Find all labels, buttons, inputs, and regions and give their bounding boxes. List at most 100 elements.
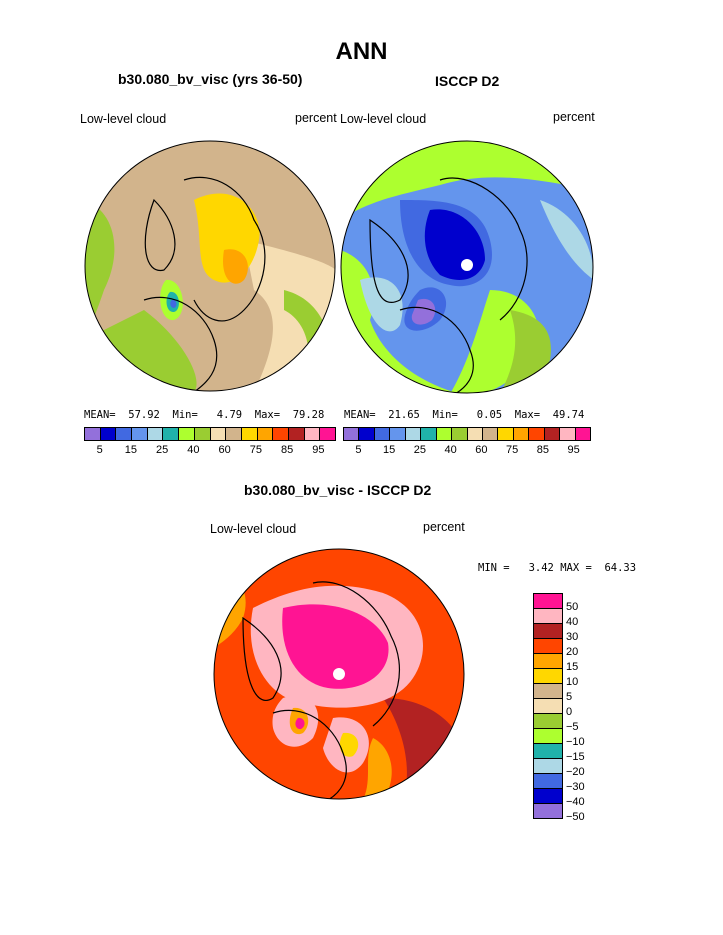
diff-max-label: MAX = [560,562,592,574]
diff-polar-map [213,548,465,800]
right-mean-label: MEAN= [344,409,376,421]
colorbar-swatch [513,428,530,440]
colorbar-swatch [304,428,321,440]
colorbar-tick-label: 5 [355,444,362,456]
colorbar-swatch [163,428,180,440]
right-panel-title: ISCCP D2 [435,73,500,89]
colorbar-swatch [467,428,483,440]
diff-colorbar-label: 10 [566,676,579,688]
left-variable-label: Low-level cloud [80,112,167,126]
right-polar-map [340,140,594,394]
diff-colorbar-swatch [534,699,562,714]
colorbar-swatch [179,428,195,440]
left-max: 79.28 [292,409,325,421]
left-colorbar [84,427,336,441]
colorbar-swatch [85,428,101,440]
colorbar-swatch [436,428,453,440]
left-units-label: percent [295,111,337,125]
right-max: 49.74 [552,409,585,421]
colorbar-tick-label: 95 [312,444,325,456]
colorbar-swatch [257,428,274,440]
right-min: 0.05 [476,409,503,421]
colorbar-swatch [147,428,164,440]
colorbar-swatch [560,428,576,440]
colorbar-tick-label: 40 [444,444,457,456]
colorbar-swatch [344,428,360,440]
left-max-label: Max= [254,409,281,421]
diff-min-label: MIN = [478,562,510,574]
right-max-label: Max= [514,409,541,421]
diff-colorbar-swatch [534,714,562,729]
diff-colorbar-swatch [534,744,562,759]
left-stats: MEAN= 57.92 Min= 4.79 Max= 79.28 [84,409,324,421]
colorbar-swatch [544,428,561,440]
diff-colorbar-label: −40 [566,796,585,808]
diff-colorbar-swatch [534,804,562,818]
colorbar-tick-label: 85 [536,444,549,456]
colorbar-swatch [421,428,437,440]
colorbar-swatch [241,428,258,440]
diff-colorbar-label: −15 [566,751,585,763]
diff-colorbar-label: −20 [566,766,585,778]
diff-colorbar-label: 50 [566,601,579,613]
colorbar-swatch [273,428,289,440]
diff-colorbar-label: −50 [566,811,585,823]
colorbar-swatch [359,428,375,440]
diff-colorbar-label: 5 [566,691,573,703]
colorbar-swatch [320,428,335,440]
colorbar-swatch [390,428,406,440]
diff-colorbar-label: 40 [566,616,579,628]
right-colorbar [343,427,591,441]
colorbar-swatch [405,428,422,440]
page-title: ANN [335,38,388,65]
diff-colorbar-swatch [534,654,562,669]
diff-colorbar-label: 20 [566,646,579,658]
diff-max: 64.33 [604,562,637,574]
colorbar-swatch [482,428,499,440]
diff-colorbar [533,593,563,819]
diff-colorbar-swatch [534,774,562,789]
diff-colorbar-label: −10 [566,736,585,748]
colorbar-tick-label: 75 [249,444,262,456]
colorbar-tick-label: 15 [124,444,137,456]
right-mean: 21.65 [388,409,420,421]
right-min-label: Min= [432,409,458,421]
diff-colorbar-label: 15 [566,661,579,673]
diff-colorbar-labels: 50 40 30 20 15 10 5 0 −5 −10 −15 −20 −30 −40 −50 [566,593,606,823]
diff-stats: MIN = 3.42 MAX = 64.33 [478,562,636,574]
colorbar-swatch [226,428,242,440]
right-units-label: percent [553,110,595,124]
diff-colorbar-swatch [534,609,562,624]
left-min-label: Min= [172,409,198,421]
left-mean-label: MEAN= [84,409,116,421]
diff-panel-title: b30.080_bv_visc - ISCCP D2 [244,482,432,498]
colorbar-swatch [210,428,227,440]
diff-colorbar-label: 30 [566,631,579,643]
left-colorbar-ticks: 5 15 25 40 60 75 85 95 [84,444,336,460]
diff-colorbar-swatch [534,639,562,654]
colorbar-tick-label: 40 [187,444,200,456]
colorbar-tick-label: 15 [383,444,396,456]
colorbar-swatch [452,428,468,440]
colorbar-tick-label: 60 [475,444,488,456]
diff-colorbar-swatch [534,594,562,609]
right-colorbar-ticks: 5 15 25 40 60 75 85 95 [343,444,591,460]
colorbar-tick-label: 25 [156,444,169,456]
diff-min: 3.42 [528,562,554,574]
diff-colorbar-label: −5 [566,721,579,733]
colorbar-swatch [100,428,117,440]
colorbar-swatch [132,428,148,440]
colorbar-swatch [194,428,211,440]
diff-colorbar-swatch [534,669,562,684]
colorbar-swatch [374,428,391,440]
colorbar-swatch [575,428,590,440]
colorbar-tick-label: 85 [281,444,294,456]
colorbar-tick-label: 5 [96,444,103,456]
left-mean: 57.92 [128,409,160,421]
diff-colorbar-swatch [534,624,562,639]
colorbar-swatch [116,428,133,440]
right-stats: MEAN= 21.65 Min= 0.05 Max= 49.74 [344,409,584,421]
left-min: 4.79 [216,409,243,421]
left-polar-map [84,140,336,392]
colorbar-tick-label: 60 [218,444,231,456]
